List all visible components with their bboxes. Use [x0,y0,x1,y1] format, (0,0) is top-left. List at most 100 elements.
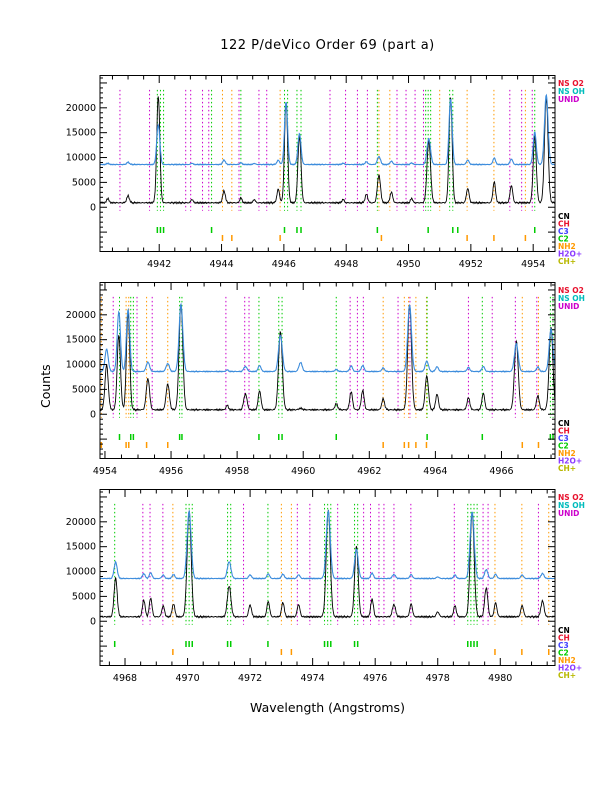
spectrum-panel-1: 4942 4944 4946 4948 4950 4952 4954 0 5000 10000 15… [66,75,585,270]
x-tick-label: 4958 [225,466,249,477]
nh2-species-tick-row [100,442,540,448]
legend-ch: CH [558,427,570,436]
legend-c3: C3 [558,227,569,236]
x-tick-label: 4964 [423,466,447,477]
chart-title: 122 P/deVico Order 69 (part a) [220,38,435,53]
legend-ns-oh: NS OH [558,294,585,303]
c2-line-group [114,503,478,625]
x-tick-label: 4962 [357,466,381,477]
legend-unid: UNID [558,302,579,311]
legend-nh2: NH2 [558,656,576,665]
plot-frame [99,489,556,666]
x-tick-labels: 4968 4970 4972 4974 4976 4978 4980 [113,673,512,684]
legend-h2o-: H2O+ [558,250,582,259]
legend-c2: C2 [558,235,569,244]
y-tick-labels: 0 5000 10000 15000 20000 [66,517,96,627]
plot-frame [99,75,556,252]
unid-line-group [119,89,533,211]
unid-line-group [112,296,538,418]
x-tick-labels: 4942 4944 4946 4948 4950 4952 4954 [147,259,545,270]
x-tick-labels: 4954 4956 4958 4960 4962 4964 4966 [93,466,514,477]
x-axis-ticks [108,490,548,665]
black-spectrum [100,509,555,619]
legend-c3: C3 [558,434,569,443]
c2-species-tick-row [118,434,554,440]
legend-ns-oh: NS OH [558,501,585,510]
legend-h2o-: H2O+ [558,664,582,673]
y-tick-labels: 0 5000 10000 15000 20000 [66,310,96,420]
blue-spectrum [100,302,555,373]
spectrum-panel-2: 4954 4956 4958 4960 4962 4964 4966 0 5000 10000 15… [66,282,585,477]
x-tick-label: 4966 [489,466,513,477]
y-tick-label: 20000 [66,517,96,528]
blue-spectrum [100,93,555,166]
y-tick-label: 10000 [66,567,96,578]
legend-h2o-: H2O+ [558,457,582,466]
y-tick-label: 5000 [72,384,96,395]
spectrum-panel-3: 4968 4970 4972 4974 4976 4978 4980 0 5000 10000 15… [66,489,585,684]
black-spectrum [100,303,555,412]
legend-ch-: CH+ [558,464,576,473]
y-axis-ticks [100,77,555,248]
legend-nh2: NH2 [558,449,576,458]
legend-ch: CH [558,634,570,643]
x-axis-ticks [104,283,552,458]
x-tick-label: 4972 [238,673,262,684]
black-spectrum [100,96,555,205]
legend-ns-oh: NS OH [558,87,585,96]
y-tick-label: 20000 [66,103,96,114]
nh2-species-tick-row [172,649,550,655]
x-tick-label: 4970 [175,673,199,684]
y-tick-label: 20000 [66,310,96,321]
y-tick-label: 15000 [66,542,96,553]
x-axis-ticks [111,76,550,251]
legend-unid: UNID [558,509,579,518]
c2-species-tick-row [113,641,478,647]
nh2-line-group [100,296,539,418]
x-tick-label: 4952 [459,259,483,270]
x-tick-label: 4980 [488,673,512,684]
y-tick-label: 5000 [72,177,96,188]
x-tick-label: 4976 [363,673,387,684]
y-tick-label: 15000 [66,335,96,346]
x-tick-label: 4954 [521,259,545,270]
x-tick-label: 4944 [209,259,233,270]
x-tick-label: 4956 [159,466,183,477]
legend-cn: CN [558,419,570,428]
legend-ch-: CH+ [558,257,576,266]
y-tick-label: 15000 [66,128,96,139]
x-tick-label: 4978 [426,673,450,684]
nh2-line-group [221,89,526,211]
legend-cn: CN [558,212,570,221]
x-tick-label: 4946 [272,259,296,270]
x-tick-label: 4948 [334,259,358,270]
plot-frame [99,282,556,459]
nh2-line-group [172,503,550,625]
legend-ns-o2: NS O2 [558,286,584,295]
x-tick-label: 4960 [291,466,315,477]
legend-c3: C3 [558,641,569,650]
y-tick-label: 5000 [72,591,96,602]
x-tick-label: 4950 [396,259,420,270]
nh2-species-tick-row [221,235,527,241]
y-tick-label: 0 [90,202,96,213]
c2-species-tick-row [156,227,536,233]
y-tick-label: 10000 [66,153,96,164]
legend-ch: CH [558,220,570,229]
legend-ch-: CH+ [558,671,576,680]
y-tick-labels: 0 5000 10000 15000 20000 [66,103,96,213]
x-tick-label: 4954 [93,466,117,477]
x-axis-label: Wavelength (Angstroms) [250,700,405,715]
y-axis-ticks [100,491,555,662]
legend-c2: C2 [558,442,569,451]
y-tick-label: 10000 [66,360,96,371]
unid-line-group [142,503,539,625]
legend-ns-o2: NS O2 [558,493,584,502]
legend-unid: UNID [558,95,579,104]
legend-ns-o2: NS O2 [558,79,584,88]
